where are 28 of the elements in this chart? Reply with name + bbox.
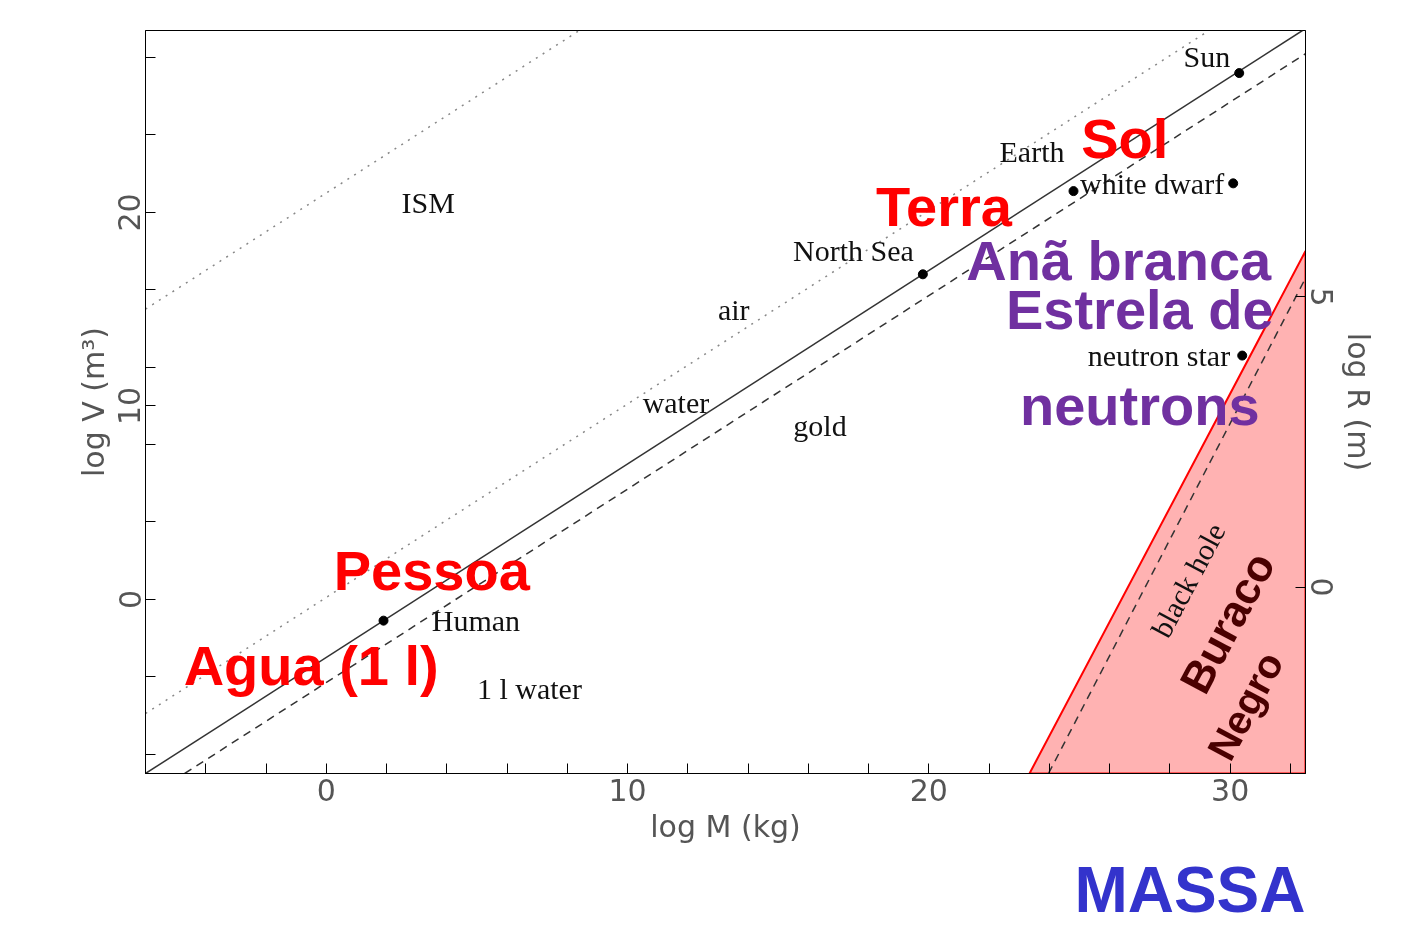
- annotation: neutron star: [1087, 339, 1231, 373]
- y-tick-label: 20: [112, 193, 148, 232]
- annotation: Sun: [1183, 40, 1231, 74]
- x-axis-title: log M (kg): [650, 808, 801, 844]
- annotation: 1 l water: [476, 671, 582, 705]
- x-tick-label: 20: [909, 772, 948, 808]
- annotation: water: [642, 385, 710, 419]
- annotation: white dwarf: [1080, 166, 1225, 200]
- point: [917, 269, 928, 280]
- y-tick-label: 10: [112, 386, 148, 425]
- x-tick-label: 30: [1211, 772, 1250, 808]
- point: [1228, 178, 1239, 189]
- point: [378, 615, 389, 626]
- y2-tick-label: 0: [1303, 577, 1339, 597]
- y-axis-title: log V (m³): [75, 326, 111, 477]
- point: [1234, 68, 1245, 79]
- x-tick-label: 0: [316, 772, 336, 808]
- annotation: Earth: [999, 134, 1065, 168]
- point: [1068, 186, 1079, 197]
- y2-tick-label: 5: [1303, 287, 1339, 307]
- y-tick-label: 0: [112, 589, 148, 609]
- annotation: ISM: [401, 186, 455, 220]
- annotation: air: [717, 292, 750, 326]
- y2-axis-title: log R (m): [1340, 332, 1376, 472]
- annotation: gold: [793, 408, 847, 442]
- text: MASSA: [1074, 853, 1306, 926]
- point: [1237, 350, 1248, 361]
- x-tick-label: 10: [608, 772, 647, 808]
